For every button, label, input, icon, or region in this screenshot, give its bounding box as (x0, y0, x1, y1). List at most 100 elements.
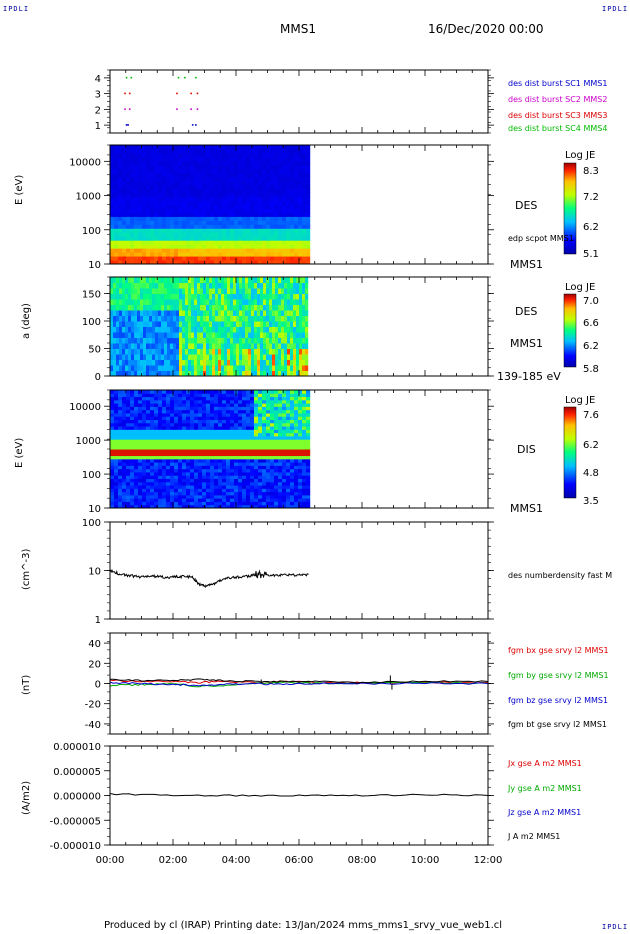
heatmap-cell (210, 168, 215, 174)
heatmap-cell (154, 429, 159, 434)
heatmap-cell (164, 304, 168, 311)
heatmap-cell (242, 399, 247, 404)
heatmap-cell (227, 293, 231, 300)
heatmap-cell (278, 365, 282, 371)
heatmap-cell (226, 216, 231, 221)
heatmap-cell (306, 244, 311, 249)
heatmap-cell (110, 277, 114, 283)
heatmap-cell (170, 390, 175, 394)
heatmap-cell (254, 449, 259, 453)
y-tick-label: 4 (95, 74, 101, 85)
heatmap-cell (209, 354, 213, 360)
heatmap-cell (190, 396, 195, 401)
heatmap-cell (134, 299, 138, 305)
heatmap-cell (258, 224, 263, 229)
heatmap-cell (138, 244, 143, 249)
heatmap-cell (286, 403, 291, 407)
heatmap-cell (114, 481, 119, 486)
heatmap-cell (149, 365, 153, 371)
heatmap-cell (194, 442, 199, 447)
heatmap-cell (242, 471, 247, 476)
heatmap-cell (190, 488, 195, 493)
heatmap-cell (298, 399, 303, 404)
heatmap-cell (125, 359, 129, 366)
heatmap-cell (114, 406, 119, 411)
heatmap-cell (206, 168, 211, 174)
heatmap-cell (154, 435, 159, 440)
heatmap-cell (281, 337, 285, 344)
heatmap-cell (210, 172, 215, 178)
heatmap-cell (178, 216, 183, 221)
heatmap-cell (118, 168, 123, 174)
heatmap-cell (134, 172, 139, 178)
heatmap-cell (242, 475, 247, 479)
heatmap-cell (155, 282, 159, 289)
heatmap-cell (150, 180, 155, 186)
heatmap-cell (122, 184, 127, 190)
heatmap-cell (234, 232, 239, 237)
heatmap-cell (134, 485, 139, 489)
heatmap-cell (238, 168, 243, 174)
heatmap-cell (125, 310, 129, 316)
heatmap-cell (119, 304, 123, 311)
heatmap-cell (130, 184, 135, 190)
heatmap-cell (224, 326, 228, 333)
heatmap-cell (226, 256, 231, 261)
heatmap-cell (218, 204, 223, 209)
heatmap-cell (306, 216, 311, 221)
heatmap-cell (186, 422, 191, 427)
heatmap-cell (126, 236, 131, 241)
heatmap-cell (281, 315, 285, 322)
heatmap-cell (251, 354, 255, 360)
heatmap-cell (110, 252, 115, 257)
heatmap-cell (234, 236, 239, 241)
heatmap-cell (185, 337, 189, 344)
heatmap-cell (282, 390, 287, 394)
heatmap-cell (282, 442, 287, 447)
heatmap-cell (242, 208, 247, 213)
heatmap-cell (222, 192, 227, 198)
heatmap-cell (158, 445, 163, 450)
heatmap-cell (170, 168, 175, 174)
heatmap-cell (110, 288, 114, 294)
heatmap-cell (130, 429, 135, 434)
heatmap-cell (302, 390, 307, 394)
heatmap-cell (134, 406, 139, 411)
heatmap-cell (294, 244, 299, 249)
heatmap-cell (278, 232, 283, 237)
heatmap-cell (119, 370, 123, 377)
heatmap-cell (263, 348, 267, 355)
heatmap-cell (158, 156, 163, 162)
heatmap-cell (302, 449, 307, 453)
heatmap-cell (246, 419, 251, 424)
heatmap-cell (306, 498, 311, 502)
heatmap-cell (234, 172, 239, 178)
heatmap-cell (142, 248, 147, 253)
heatmap-cell (178, 498, 183, 502)
heatmap-cell (262, 494, 267, 499)
heatmap-cell (242, 485, 247, 489)
heatmap-cell (182, 452, 187, 457)
heatmap-cell (206, 432, 211, 437)
heatmap-cell (194, 432, 199, 437)
heatmap-cell (190, 439, 195, 443)
heatmap-cell (122, 212, 127, 217)
heatmap-cell (190, 449, 195, 453)
heatmap-cell (182, 426, 187, 430)
heatmap-cell (114, 216, 119, 221)
heatmap-cell (170, 220, 175, 225)
heatmap-cell (254, 439, 259, 443)
heatmap-cell (230, 439, 235, 443)
heatmap-cell (286, 462, 291, 466)
heatmap-cell (202, 152, 207, 158)
heatmap-cell (162, 422, 167, 427)
heatmap-cell (130, 439, 135, 443)
heatmap-cell (198, 200, 203, 205)
heatmap-cell (126, 216, 131, 221)
heatmap-cell (275, 343, 279, 349)
heatmap-cell (260, 299, 264, 305)
heatmap-cell (284, 288, 288, 294)
heatmap-cell (275, 354, 279, 360)
heatmap-cell (118, 429, 123, 434)
heatmap-cell (270, 172, 275, 178)
